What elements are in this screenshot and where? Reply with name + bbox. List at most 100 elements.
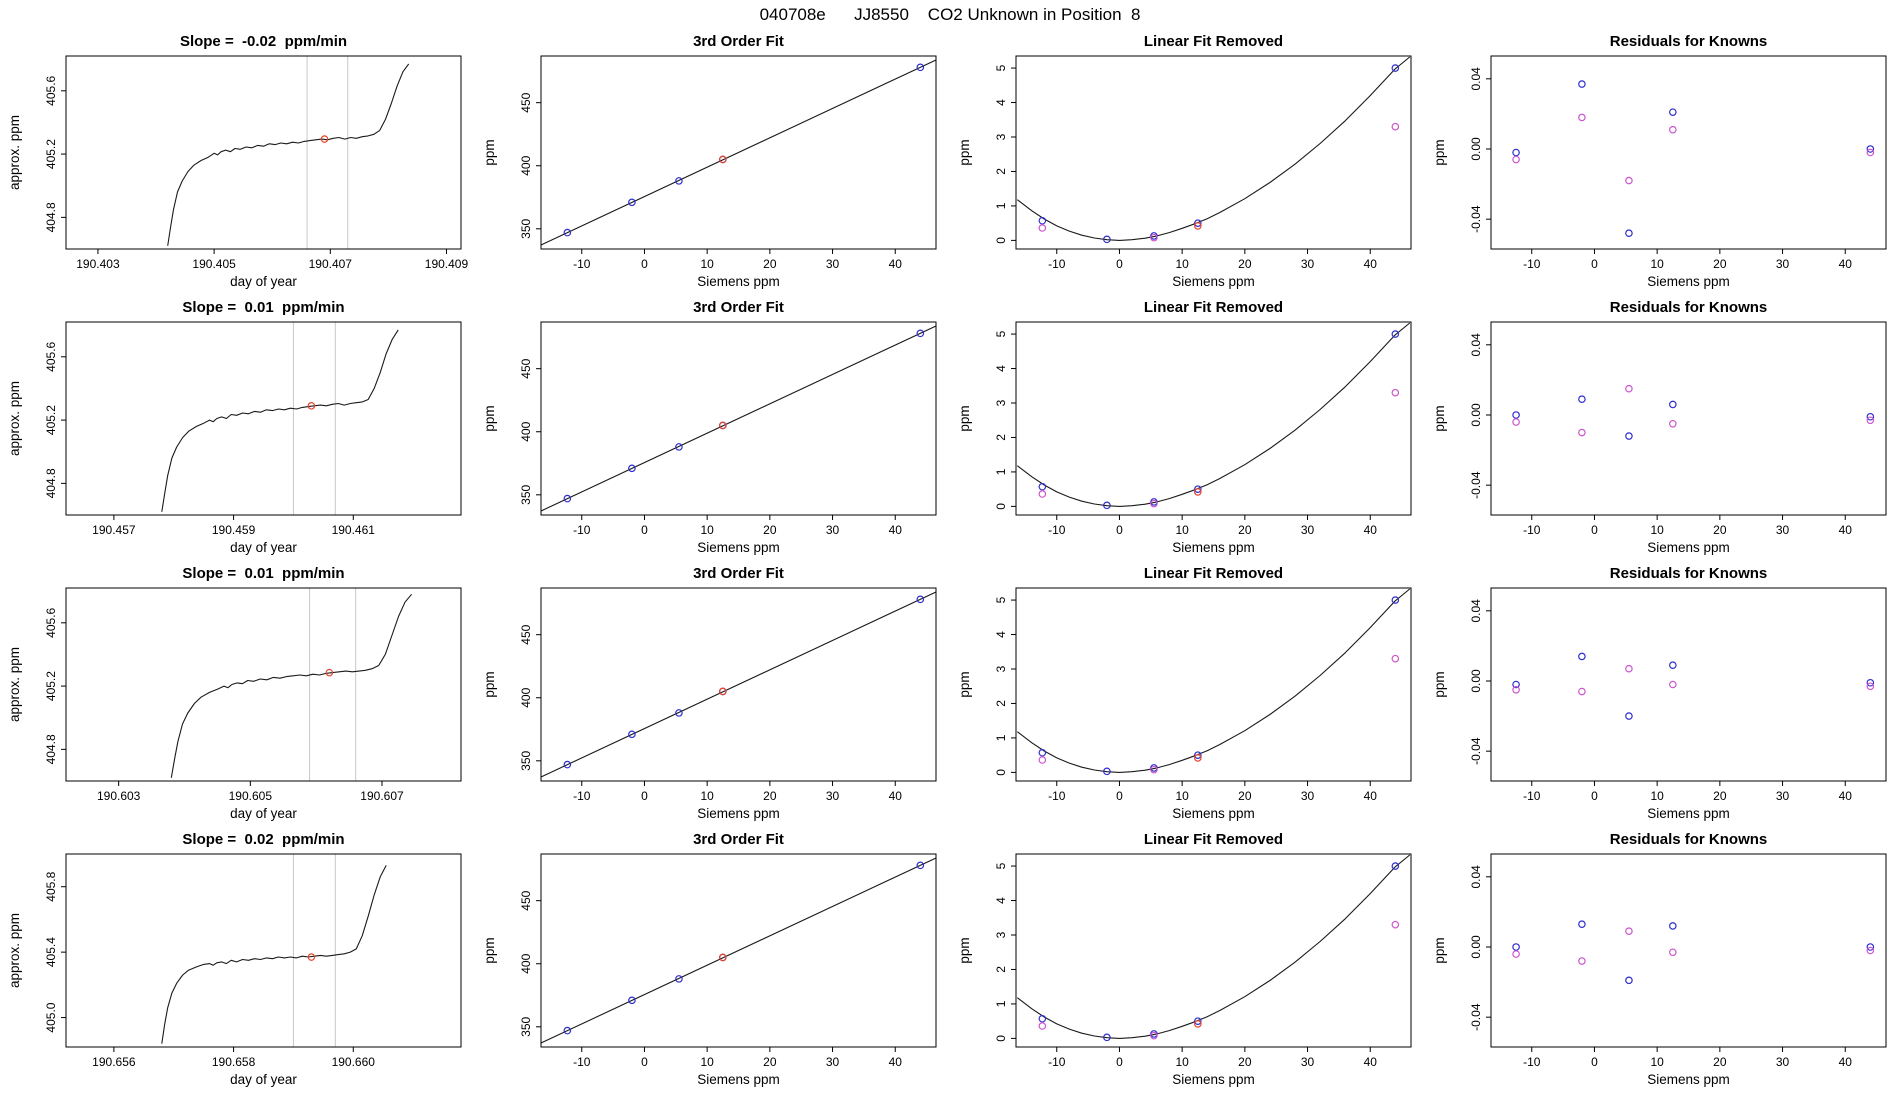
svg-text:approx. ppm: approx. ppm <box>7 913 22 988</box>
svg-text:405.2: 405.2 <box>44 671 58 701</box>
panel-r1-c2: -10 0 10 20 30 40 0 1 2 3 4 5 Siemens ppm ppm Linear F… <box>950 296 1425 562</box>
svg-text:10: 10 <box>700 257 714 271</box>
svg-text:0: 0 <box>1591 523 1598 537</box>
svg-text:Siemens ppm: Siemens ppm <box>697 274 780 289</box>
svg-text:0.00: 0.00 <box>1469 669 1483 693</box>
svg-text:10: 10 <box>1650 523 1664 537</box>
svg-text:3rd Order Fit: 3rd Order Fit <box>693 565 784 582</box>
svg-text:5: 5 <box>994 64 1008 71</box>
svg-text:-10: -10 <box>1048 523 1066 537</box>
svg-text:10: 10 <box>700 1055 714 1069</box>
svg-text:30: 30 <box>826 1055 840 1069</box>
svg-text:40: 40 <box>889 523 903 537</box>
svg-text:10: 10 <box>700 523 714 537</box>
svg-text:40: 40 <box>1839 1055 1853 1069</box>
svg-text:Siemens ppm: Siemens ppm <box>1647 540 1730 555</box>
svg-text:Siemens ppm: Siemens ppm <box>697 540 780 555</box>
svg-text:0: 0 <box>1116 789 1123 803</box>
svg-text:20: 20 <box>1713 789 1727 803</box>
svg-text:ppm: ppm <box>482 405 497 431</box>
plot-svg: -10 0 10 20 30 40 350 400 450 Siemens ppm ppm 3rd O… <box>482 33 937 289</box>
svg-text:40: 40 <box>1364 789 1378 803</box>
figure-title: 040708e JJ8550 CO2 Unknown in Position 8 <box>759 5 1141 24</box>
plot-svg: -10 0 10 20 30 40 -0.04 0.00 0.04 Siemens ppm ppm R… <box>1432 565 1887 821</box>
svg-text:ppm: ppm <box>482 671 497 697</box>
plot-svg: 190.403 190.405 190.407 190.409 404.8 405.2 40… <box>7 33 468 289</box>
panel-r1-c0: 190.457 190.459 190.461 404.8 405.2 405.6 day … <box>0 296 475 562</box>
svg-text:Residuals for Knowns: Residuals for Knowns <box>1610 33 1768 50</box>
svg-text:0: 0 <box>1116 257 1123 271</box>
panel-r0-c0: 190.403 190.405 190.407 190.409 404.8 405.2 40… <box>0 30 475 296</box>
svg-text:450: 450 <box>519 358 533 378</box>
svg-text:0: 0 <box>641 257 648 271</box>
svg-text:190.459: 190.459 <box>212 523 256 537</box>
svg-text:0.04: 0.04 <box>1469 67 1483 91</box>
svg-text:ppm: ppm <box>957 405 972 431</box>
svg-text:Siemens ppm: Siemens ppm <box>1647 806 1730 821</box>
svg-text:Siemens ppm: Siemens ppm <box>1172 806 1255 821</box>
plot-svg: -10 0 10 20 30 40 0 1 2 3 4 5 Siemens ppm ppm Linear F… <box>957 565 1412 821</box>
svg-text:3rd Order Fit: 3rd Order Fit <box>693 299 784 316</box>
svg-text:30: 30 <box>826 789 840 803</box>
svg-text:20: 20 <box>1238 523 1252 537</box>
plot-svg: -10 0 10 20 30 40 350 400 450 Siemens ppm ppm 3rd O… <box>482 831 937 1087</box>
svg-text:4: 4 <box>994 365 1008 372</box>
svg-text:Residuals for Knowns: Residuals for Knowns <box>1610 831 1768 848</box>
svg-text:20: 20 <box>763 523 777 537</box>
svg-text:20: 20 <box>1238 789 1252 803</box>
svg-text:-0.04: -0.04 <box>1469 205 1483 233</box>
svg-text:450: 450 <box>519 92 533 112</box>
svg-text:day of year: day of year <box>230 274 297 289</box>
svg-text:30: 30 <box>1776 523 1790 537</box>
svg-text:-10: -10 <box>1048 789 1066 803</box>
svg-text:40: 40 <box>889 1055 903 1069</box>
svg-text:0: 0 <box>1591 257 1598 271</box>
svg-text:-10: -10 <box>573 257 591 271</box>
panel-r3-c3: -10 0 10 20 30 40 -0.04 0.00 0.04 Siemens ppm ppm R… <box>1425 828 1900 1094</box>
plot-svg: -10 0 10 20 30 40 0 1 2 3 4 5 Siemens ppm ppm Linear F… <box>957 831 1412 1087</box>
svg-text:40: 40 <box>889 257 903 271</box>
svg-text:3rd Order Fit: 3rd Order Fit <box>693 33 784 50</box>
svg-text:approx. ppm: approx. ppm <box>7 115 22 190</box>
svg-text:-10: -10 <box>573 523 591 537</box>
svg-text:-10: -10 <box>573 789 591 803</box>
svg-text:Linear Fit Removed: Linear Fit Removed <box>1144 299 1283 316</box>
svg-text:Siemens ppm: Siemens ppm <box>1172 1072 1255 1087</box>
svg-text:2: 2 <box>994 168 1008 175</box>
panel-r0-c2: -10 0 10 20 30 40 0 1 2 3 4 5 Siemens ppm ppm Linear F… <box>950 30 1425 296</box>
svg-text:0: 0 <box>641 1055 648 1069</box>
svg-text:190.605: 190.605 <box>229 789 273 803</box>
svg-text:-10: -10 <box>1523 257 1541 271</box>
svg-text:1: 1 <box>994 468 1008 475</box>
plot-svg: -10 0 10 20 30 40 0 1 2 3 4 5 Siemens ppm ppm Linear F… <box>957 33 1412 289</box>
svg-text:190.403: 190.403 <box>76 257 120 271</box>
plot-svg: -10 0 10 20 30 40 -0.04 0.00 0.04 Siemens ppm ppm R… <box>1432 33 1887 289</box>
svg-text:Linear Fit Removed: Linear Fit Removed <box>1144 33 1283 50</box>
svg-text:30: 30 <box>1301 1055 1315 1069</box>
svg-text:20: 20 <box>1238 1055 1252 1069</box>
svg-text:3: 3 <box>994 665 1008 672</box>
svg-text:400: 400 <box>519 953 533 973</box>
svg-text:Siemens ppm: Siemens ppm <box>1172 274 1255 289</box>
svg-text:2: 2 <box>994 966 1008 973</box>
svg-text:20: 20 <box>1713 523 1727 537</box>
svg-text:20: 20 <box>763 1055 777 1069</box>
svg-text:10: 10 <box>1650 1055 1664 1069</box>
svg-text:ppm: ppm <box>1432 405 1447 431</box>
plot-svg: 190.457 190.459 190.461 404.8 405.2 405.6 day … <box>7 299 462 555</box>
svg-text:10: 10 <box>1650 257 1664 271</box>
svg-text:-0.04: -0.04 <box>1469 471 1483 499</box>
panel-r3-c0: 190.656 190.658 190.660 405.0 405.4 405.8 day … <box>0 828 475 1094</box>
svg-text:350: 350 <box>519 1016 533 1036</box>
svg-text:-10: -10 <box>1523 1055 1541 1069</box>
svg-text:4: 4 <box>994 631 1008 638</box>
svg-text:0: 0 <box>1591 789 1598 803</box>
svg-text:10: 10 <box>700 789 714 803</box>
svg-text:ppm: ppm <box>1432 671 1447 697</box>
svg-text:0: 0 <box>641 789 648 803</box>
svg-text:ppm: ppm <box>482 139 497 165</box>
svg-text:30: 30 <box>1776 257 1790 271</box>
svg-text:450: 450 <box>519 890 533 910</box>
svg-text:Siemens ppm: Siemens ppm <box>697 806 780 821</box>
svg-text:ppm: ppm <box>957 139 972 165</box>
